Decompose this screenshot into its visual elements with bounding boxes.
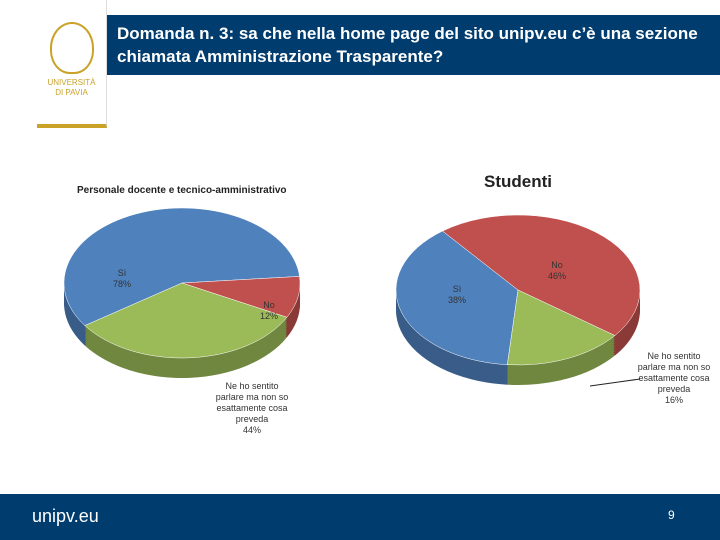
pie-slice [442, 214, 641, 336]
category-label: Sì [452, 284, 462, 294]
data-label: No 46% [512, 260, 602, 282]
value-label: 44% [242, 425, 261, 435]
data-label: Sì 78% [77, 268, 167, 290]
page-number: 9 [668, 508, 675, 522]
data-label: No 12% [224, 300, 314, 322]
value-label: 78% [112, 279, 131, 289]
category-label: Ne ho sentito parlare ma non so esattame… [637, 351, 711, 394]
footer-text: unipv.eu [32, 506, 99, 526]
pie-slice [507, 289, 616, 366]
pie-slice [395, 230, 519, 365]
data-label: Ne ho sentito parlare ma non so esattame… [212, 381, 292, 436]
category-label: Sì [117, 268, 127, 278]
pie-slice [63, 207, 300, 326]
value-label: 12% [259, 311, 278, 321]
category-label: Ne ho sentito parlare ma non so esattame… [215, 381, 289, 424]
chart-title: Studenti [484, 172, 552, 191]
header-bar: Domanda n. 3: sa che nella home page del… [107, 15, 720, 75]
logo-crest [49, 22, 94, 74]
leader-line [589, 378, 641, 387]
data-label: Ne ho sentito parlare ma non so esattame… [634, 351, 714, 406]
pie-slice [84, 282, 288, 359]
value-label: 46% [547, 271, 566, 281]
chart-title: Personale docente e tecnico-amministrati… [77, 185, 287, 196]
data-label: Sì 38% [412, 284, 502, 306]
logo-text: DI PAVIA [55, 88, 88, 97]
logo: UNIVERSITÀ DI PAVIA [37, 0, 107, 128]
value-label: 38% [447, 295, 466, 305]
logo-text: UNIVERSITÀ [47, 78, 96, 87]
category-label: No [263, 300, 275, 310]
value-label: 16% [664, 395, 683, 405]
category-label: No [551, 260, 563, 270]
footer-bar: unipv.eu 9 [0, 494, 720, 540]
slide-title: Domanda n. 3: sa che nella home page del… [117, 24, 698, 66]
